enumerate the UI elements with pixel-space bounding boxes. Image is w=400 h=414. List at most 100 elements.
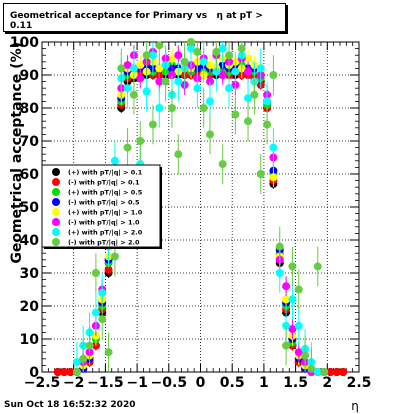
data-point [136, 61, 145, 70]
legend-marker [52, 208, 60, 216]
data-point [269, 143, 278, 152]
data-point [91, 269, 100, 277]
y-tick-label: 100 [10, 35, 39, 51]
legend-marker [52, 238, 60, 246]
data-point [104, 265, 113, 274]
data-point [301, 351, 310, 360]
data-point [288, 262, 297, 271]
data-point [275, 242, 284, 251]
timestamp: Sun Oct 18 16:52:32 2020 [4, 400, 136, 410]
x-tick-label: −1 [126, 375, 147, 391]
data-point [294, 285, 303, 294]
data-point [288, 325, 297, 334]
x-tick-label: 0.5 [220, 375, 245, 391]
data-point [66, 368, 75, 376]
data-point [193, 84, 202, 93]
data-point [186, 38, 195, 46]
data-point [225, 84, 234, 93]
data-point [110, 252, 119, 261]
data-point [174, 51, 183, 60]
data-point [155, 41, 164, 50]
legend-marker [52, 228, 60, 236]
x-axis-title: η [351, 399, 359, 413]
data-point [288, 295, 297, 304]
data-point [294, 321, 303, 330]
data-point [186, 44, 195, 53]
data-point [237, 44, 246, 53]
data-point [231, 110, 240, 119]
data-point [104, 348, 113, 357]
y-tick-label: 40 [20, 233, 40, 249]
legend-entry: (+) with pT/|q| > 0.5 [68, 189, 143, 198]
data-point [206, 130, 215, 139]
data-point [155, 64, 164, 73]
data-point [110, 156, 119, 165]
data-point [85, 341, 94, 350]
data-point [206, 97, 215, 106]
data-point [326, 368, 335, 376]
y-tick-label: 30 [20, 266, 40, 282]
data-point [269, 173, 278, 182]
legend-entry: (+) with pT/|q| > 1.0 [68, 209, 143, 218]
data-point [123, 143, 132, 152]
chart-title-box: Geometrical acceptance for Primary vs η … [3, 3, 286, 32]
data-point [332, 368, 341, 376]
y-tick-label: 90 [20, 68, 40, 84]
data-point [320, 368, 329, 376]
data-point [307, 364, 316, 373]
data-point [244, 67, 253, 76]
data-point [79, 354, 88, 363]
data-point [313, 368, 322, 376]
data-point [60, 368, 69, 376]
data-point [123, 84, 132, 93]
data-point [148, 120, 157, 129]
x-tick-label: −2 [63, 375, 84, 391]
data-point [161, 77, 170, 86]
data-point [225, 51, 234, 60]
y-tick-label: 60 [20, 167, 40, 183]
x-tick-label: 2 [322, 375, 332, 391]
data-point [123, 61, 132, 70]
legend-entry: (+) with pT/|q| > 0.1 [68, 169, 143, 178]
data-point [218, 71, 227, 79]
y-tick-label: 50 [20, 200, 40, 216]
data-point [275, 269, 284, 277]
y-tick-label: 70 [20, 134, 40, 150]
data-point [199, 57, 208, 66]
data-point [117, 64, 126, 73]
x-tick-label: 1.5 [283, 375, 308, 391]
data-point [136, 74, 145, 83]
data-point [53, 368, 62, 376]
data-point [98, 315, 107, 324]
data-point [269, 71, 278, 79]
data-point [129, 64, 138, 73]
data-point [282, 341, 291, 350]
y-tick-label: 0 [29, 365, 39, 381]
data-point [136, 137, 145, 145]
chart-title: Geometrical acceptance for Primary vs η … [10, 11, 263, 31]
data-point [155, 104, 164, 112]
data-point [174, 150, 183, 159]
data-point [206, 61, 215, 70]
y-tick-label: 80 [20, 101, 40, 117]
data-point [282, 295, 291, 304]
data-point [142, 51, 151, 60]
legend-marker [52, 168, 60, 176]
x-tick-label: 1 [259, 375, 269, 391]
data-point [142, 87, 151, 96]
legend-entry: (-) with pT/|q| > 0.1 [68, 179, 140, 188]
data-point [313, 262, 322, 271]
legend-entry: (-) with pT/|q| > 2.0 [68, 239, 140, 248]
data-point [263, 120, 272, 129]
y-axis-title: Geometrical acceptance (%) [9, 42, 25, 264]
data-point [148, 51, 157, 60]
y-tick-label: 10 [20, 332, 40, 348]
y-tick-label: 20 [20, 299, 40, 315]
data-point [180, 57, 189, 66]
x-tick-label: −1.5 [87, 375, 124, 391]
data-point [155, 77, 164, 86]
data-point [263, 97, 272, 106]
data-point [244, 94, 253, 103]
data-point [256, 170, 265, 178]
data-point [282, 282, 291, 291]
